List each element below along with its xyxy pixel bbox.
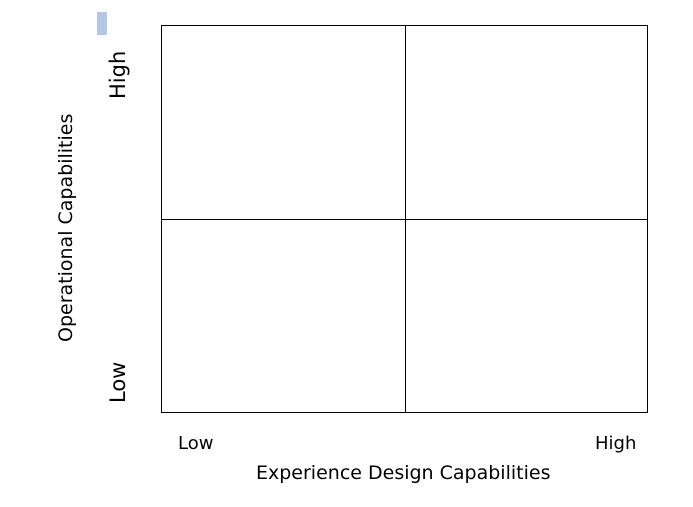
quadrant-bottom-right <box>406 220 649 413</box>
selection-marker <box>97 12 107 35</box>
quadrant-top-left <box>162 26 405 219</box>
x-axis-high-label: High <box>595 433 637 454</box>
x-axis-low-label: Low <box>178 433 214 454</box>
two-by-two-matrix <box>161 25 648 413</box>
x-axis-title: Experience Design Capabilities <box>256 462 551 484</box>
y-axis-low-label: Low <box>106 361 130 403</box>
quadrant-top-right <box>406 26 649 219</box>
y-axis-title: Operational Capabilities <box>55 113 77 342</box>
quadrant-bottom-left <box>162 220 405 413</box>
horizontal-divider <box>162 219 647 220</box>
y-axis-high-label: High <box>106 50 130 99</box>
